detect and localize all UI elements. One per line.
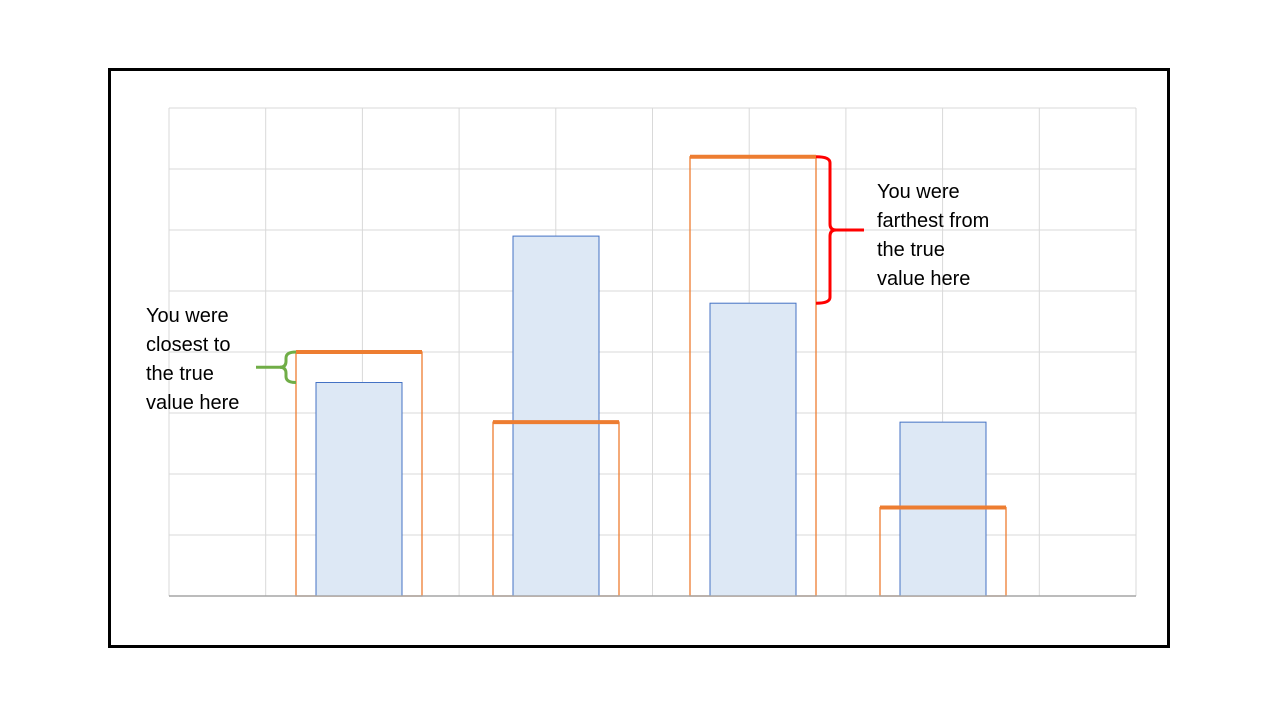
brackets: [256, 155, 864, 384]
closest-annotation-line: You were: [146, 305, 229, 327]
closest-annotation-line: closest to: [146, 334, 231, 356]
bars: [169, 154, 1136, 597]
closest-bracket: [279, 350, 297, 384]
farthest-annotation-line: value here: [877, 268, 971, 290]
closest-annotation-line: the true: [146, 363, 214, 385]
farthest-annotation-line: farthest from: [877, 210, 990, 232]
closest-annotation: You were closest to the true value here: [146, 302, 239, 418]
farthest-annotation-line: You were: [877, 181, 960, 203]
true-value-bar: [709, 302, 797, 597]
closest-annotation-line: value here: [146, 392, 240, 414]
farthest-annotation-line: the true: [877, 239, 945, 261]
true-value-bar: [512, 235, 600, 597]
farthest-annotation: You were farthest from the true value he…: [877, 178, 989, 294]
true-value-bar: [315, 382, 403, 597]
